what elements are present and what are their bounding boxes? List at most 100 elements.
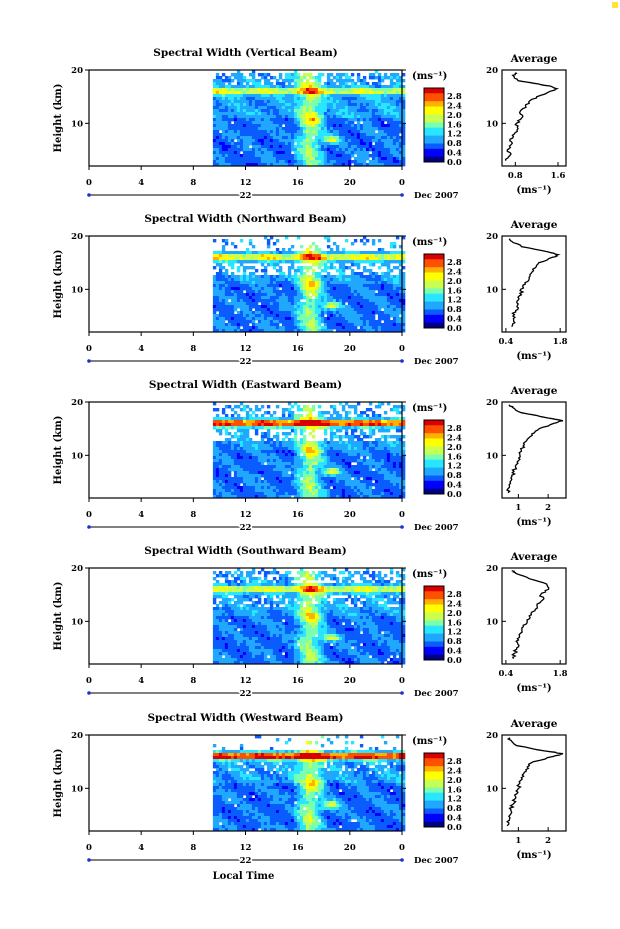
- heatmap-cell: [296, 85, 301, 89]
- date-line-marker: [87, 193, 91, 197]
- heatmap-cell: [332, 160, 337, 164]
- heatmap-cell: [323, 477, 328, 481]
- heatmap-cell: [344, 287, 349, 291]
- heatmap-cell: [359, 423, 364, 427]
- heatmap-cell: [371, 465, 376, 469]
- heatmap-cell: [227, 477, 232, 481]
- heatmap-cell: [392, 305, 397, 309]
- heatmap-cell: [305, 290, 310, 294]
- heatmap-cell: [356, 302, 361, 306]
- heatmap-cell: [302, 112, 307, 116]
- heatmap-cell: [218, 299, 223, 303]
- heatmap-cell: [389, 435, 394, 439]
- heatmap-cell: [317, 118, 322, 122]
- heatmap-cell: [398, 320, 403, 324]
- heatmap-cell: [287, 106, 292, 110]
- heatmap-cell: [257, 314, 262, 318]
- heatmap-cell: [239, 320, 244, 324]
- heatmap-cell: [365, 85, 370, 89]
- heatmap-cell: [239, 323, 244, 327]
- date-line-marker: [87, 359, 91, 363]
- heatmap-cell: [284, 236, 289, 240]
- heatmap-cell: [269, 103, 274, 107]
- heatmap-cell: [272, 317, 277, 321]
- heatmap-cell: [245, 106, 250, 110]
- heatmap-cell: [269, 157, 274, 161]
- heatmap-cell: [368, 94, 373, 98]
- heatmap-cell: [239, 82, 244, 86]
- heatmap-cell: [287, 112, 292, 116]
- heatmap-cell: [368, 320, 373, 324]
- heatmap-cell: [365, 453, 370, 457]
- heatmap-cell: [248, 299, 253, 303]
- heatmap-cell: [215, 136, 220, 140]
- heatmap-cell: [389, 94, 394, 98]
- heatmap-cell: [368, 148, 373, 152]
- heatmap-cell: [335, 130, 340, 134]
- heatmap-cell: [347, 438, 352, 442]
- heatmap-cell: [326, 79, 331, 83]
- heatmap-cell: [236, 94, 241, 98]
- heatmap-cell: [311, 405, 316, 409]
- heatmap-cell: [368, 85, 373, 89]
- heatmap-cell: [311, 145, 316, 149]
- heatmap-cell: [251, 266, 256, 270]
- heatmap-cell: [386, 471, 391, 475]
- heatmap-cell: [335, 426, 340, 430]
- heatmap-cell: [335, 136, 340, 140]
- heatmap-cell: [290, 414, 295, 418]
- heatmap-cell: [317, 124, 322, 128]
- heatmap-cell: [296, 118, 301, 122]
- heatmap-cell: [215, 426, 220, 430]
- heatmap-cell: [287, 426, 292, 430]
- heatmap-cell: [311, 281, 316, 285]
- heatmap-cell: [347, 462, 352, 466]
- heatmap-cell: [284, 468, 289, 472]
- heatmap-cell: [263, 417, 268, 421]
- heatmap-cell: [398, 130, 403, 134]
- heatmap-cell: [326, 453, 331, 457]
- heatmap-cell: [302, 266, 307, 270]
- heatmap-cell: [212, 115, 217, 119]
- heatmap-cell: [251, 82, 256, 86]
- heatmap-cell: [338, 142, 343, 146]
- heatmap-cell: [383, 477, 388, 481]
- heatmap-cell: [296, 302, 301, 306]
- heatmap-cell: [215, 290, 220, 294]
- heatmap-cell: [308, 326, 313, 330]
- heatmap-cell: [401, 426, 406, 430]
- heatmap-cell: [236, 109, 241, 113]
- heatmap-cell: [290, 329, 295, 333]
- heatmap-cell: [236, 82, 241, 86]
- heatmap-cell: [248, 251, 253, 255]
- heatmap-cell: [365, 420, 370, 424]
- heatmap-cell: [311, 118, 316, 122]
- heatmap-cell: [401, 88, 406, 92]
- heatmap-cell: [389, 287, 394, 291]
- heatmap-cell: [329, 151, 334, 155]
- heatmap-cell: [242, 456, 247, 460]
- heatmap-cell: [320, 151, 325, 155]
- heatmap-cell: [314, 314, 319, 318]
- heatmap-cell: [368, 308, 373, 312]
- heatmap-cell: [338, 471, 343, 475]
- heatmap-cell: [260, 444, 265, 448]
- heatmap-cell: [284, 465, 289, 469]
- heatmap-cell: [233, 447, 238, 451]
- heatmap-cell: [284, 260, 289, 264]
- heatmap-cell: [344, 145, 349, 149]
- heatmap-cell: [323, 236, 328, 240]
- heatmap-cell: [308, 251, 313, 255]
- heatmap-cell: [215, 97, 220, 101]
- heatmap-cell: [371, 317, 376, 321]
- heatmap-cell: [212, 251, 217, 255]
- colorbar-tick-label: 2.4: [447, 101, 462, 111]
- heatmap-cell: [332, 450, 337, 454]
- heatmap-cell: [350, 311, 355, 315]
- heatmap-cell: [296, 251, 301, 255]
- heatmap-cell: [371, 323, 376, 327]
- heatmap-cell: [218, 94, 223, 98]
- heatmap-cell: [389, 82, 394, 86]
- heatmap-cell: [263, 474, 268, 478]
- heatmap-cell: [278, 142, 283, 146]
